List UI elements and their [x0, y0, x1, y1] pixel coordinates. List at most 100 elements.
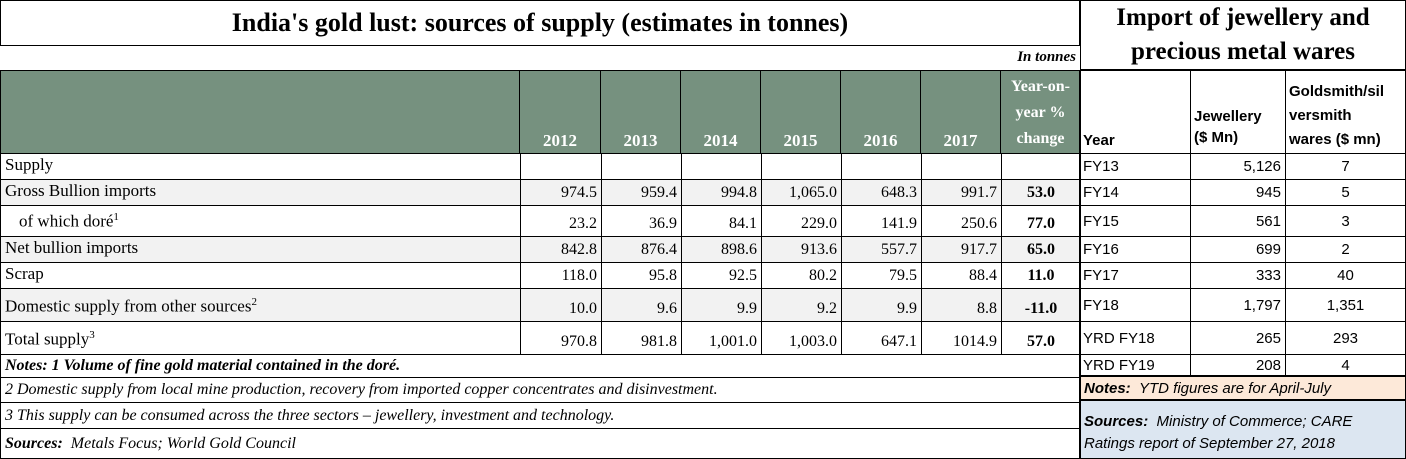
- yoy-cell: [1001, 154, 1080, 179]
- row-label: Net bullion imports: [5, 238, 139, 257]
- value-cell: 974.5: [520, 180, 601, 205]
- value-cell: [681, 154, 761, 179]
- table-row: FY17 333 40: [1080, 263, 1406, 289]
- table-row: FY14 945 5: [1080, 180, 1406, 206]
- jewellery-cell: 265: [1190, 322, 1285, 354]
- goldsmith-cell: 3: [1285, 206, 1405, 236]
- table-row: FY16 699 2: [1080, 237, 1406, 263]
- value-cell: [841, 154, 921, 179]
- value-cell: 80.2: [761, 263, 841, 288]
- year-cell: FY16: [1083, 241, 1119, 258]
- value-cell: 959.4: [601, 180, 681, 205]
- left-table-title: India's gold lust: sources of supply (es…: [0, 0, 1080, 46]
- col-goldsmith-header: Goldsmith/sil versmith wares ($ mn): [1285, 70, 1406, 154]
- value-cell: 1,065.0: [761, 180, 841, 205]
- jewellery-cell: 561: [1190, 206, 1285, 236]
- row-label: Total supply3: [5, 329, 95, 349]
- value-cell: 913.6: [761, 237, 841, 262]
- value-cell: [761, 154, 841, 179]
- value-cell: 23.2: [520, 206, 601, 236]
- goldsmith-cell: 5: [1285, 180, 1405, 205]
- year-cell: FY18: [1083, 296, 1119, 314]
- value-cell: 9.9: [841, 289, 921, 321]
- note-2: 2 Domestic supply from local mine produc…: [0, 378, 1080, 403]
- value-cell: 842.8: [520, 237, 601, 262]
- table-row: FY15 561 3: [1080, 206, 1406, 237]
- value-cell: 970.8: [520, 322, 601, 354]
- left-sources: Sources: Metals Focus; World Gold Counci…: [0, 429, 1080, 459]
- value-cell: 118.0: [520, 263, 601, 288]
- right-sources: Sources: Ministry of Commerce; CARE Rati…: [1080, 400, 1406, 459]
- year-cell: YRD FY19: [1083, 356, 1155, 374]
- value-cell: 141.9: [841, 206, 921, 236]
- note-1: Notes: 1 Volume of fine gold material co…: [0, 355, 1080, 378]
- value-cell: 8.8: [921, 289, 1001, 321]
- yoy-cell: 57.0: [1001, 322, 1080, 354]
- yoy-cell: 53.0: [1001, 180, 1080, 205]
- year-header-2014: 2014: [680, 70, 760, 154]
- goldsmith-cell: 2: [1285, 237, 1405, 262]
- yoy-change-header: Year-on- year % change: [1000, 70, 1080, 154]
- jewellery-cell: 208: [1190, 355, 1285, 375]
- note-3: 3 This supply can be consumed across the…: [0, 403, 1080, 429]
- col-year-header: Year: [1083, 132, 1115, 149]
- table-row: Scrap 118.0 95.8 92.5 80.2 79.5 88.4 11.0: [0, 263, 1080, 289]
- value-cell: [601, 154, 681, 179]
- year-header-2015: 2015: [760, 70, 840, 154]
- value-cell: 229.0: [761, 206, 841, 236]
- value-cell: 876.4: [601, 237, 681, 262]
- value-cell: 10.0: [520, 289, 601, 321]
- value-cell: 92.5: [681, 263, 761, 288]
- goldsmith-cell: 4: [1285, 355, 1405, 375]
- left-sources-label: Sources:: [5, 434, 63, 452]
- left-sources-text: Metals Focus; World Gold Council: [70, 434, 296, 452]
- value-cell: 557.7: [841, 237, 921, 262]
- value-cell: 95.8: [601, 263, 681, 288]
- jewellery-cell: 945: [1190, 180, 1285, 205]
- table-row: of which doré1 23.2 36.9 84.1 229.0 141.9 250.…: [0, 206, 1080, 237]
- year-header-2017: 2017: [920, 70, 1000, 154]
- yoy-cell: 11.0: [1001, 263, 1080, 288]
- table-row: FY18 1,797 1,351: [1080, 289, 1406, 322]
- value-cell: 648.3: [841, 180, 921, 205]
- right-notes: Notes: YTD figures are for April-July: [1080, 376, 1406, 400]
- right-notes-label: Notes:: [1084, 379, 1131, 397]
- table-row: YRD FY18 265 293: [1080, 322, 1406, 355]
- value-cell: 1,003.0: [761, 322, 841, 354]
- year-cell: YRD FY18: [1083, 329, 1155, 347]
- table-row: FY13 5,126 7: [1080, 154, 1406, 180]
- right-table-title: Import of jewellery and precious metal w…: [1080, 0, 1406, 70]
- value-cell: 917.7: [921, 237, 1001, 262]
- table-row: Supply: [0, 154, 1080, 180]
- year-header-2016: 2016: [840, 70, 920, 154]
- row-label: of which doré1: [19, 211, 119, 231]
- table-row: Total supply3 970.8 981.8 1,001.0 1,003.0 647…: [0, 322, 1080, 355]
- goldsmith-cell: 293: [1285, 322, 1405, 354]
- right-sources-line1: Ministry of Commerce; CARE: [1156, 413, 1353, 430]
- value-cell: 991.7: [921, 180, 1001, 205]
- jewellery-cell: 699: [1190, 237, 1285, 262]
- right-sources-label: Sources:: [1084, 413, 1149, 430]
- value-cell: 250.6: [921, 206, 1001, 236]
- row-label: Supply: [5, 155, 54, 174]
- value-cell: 9.6: [601, 289, 681, 321]
- year-header-2013: 2013: [600, 70, 680, 154]
- right-notes-text: YTD figures are for April-July: [1139, 379, 1332, 397]
- yoy-cell: 65.0: [1001, 237, 1080, 262]
- year-cell: FY17: [1083, 267, 1119, 284]
- value-cell: [520, 154, 601, 179]
- value-cell: 9.2: [761, 289, 841, 321]
- goldsmith-cell: 1,351: [1285, 289, 1405, 321]
- col-jewellery-header: Jewellery ($ Mn): [1190, 70, 1285, 154]
- value-cell: 79.5: [841, 263, 921, 288]
- yoy-cell: -11.0: [1001, 289, 1080, 321]
- value-cell: 898.6: [681, 237, 761, 262]
- unit-note: In tonnes: [1017, 49, 1076, 65]
- goldsmith-cell: 40: [1285, 263, 1405, 288]
- row-label: Scrap: [5, 264, 44, 283]
- row-label: Gross Bullion imports: [5, 181, 157, 200]
- jewellery-cell: 1,797: [1190, 289, 1285, 321]
- value-cell: [921, 154, 1001, 179]
- year-cell: FY13: [1083, 158, 1119, 175]
- value-cell: 1,001.0: [681, 322, 761, 354]
